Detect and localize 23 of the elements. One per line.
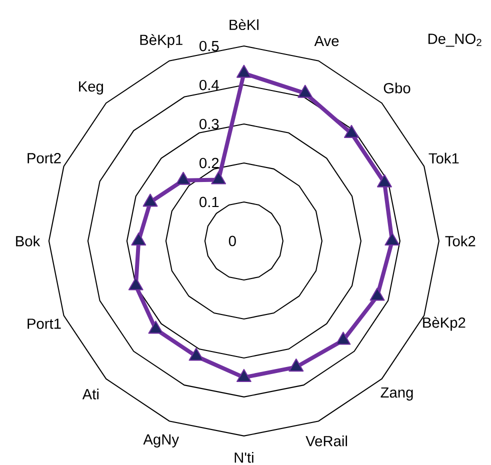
spoke-label: Tok1 xyxy=(428,152,459,164)
spoke-label: Port2 xyxy=(28,152,61,164)
y-tick-label: 0.2 xyxy=(200,158,219,168)
y-tick-label: 0.5 xyxy=(200,40,219,52)
spoke-label: BèKp2 xyxy=(423,316,466,331)
spoke-label: BèKp1 xyxy=(140,34,182,48)
spoke-label: Zang xyxy=(380,387,413,401)
spoke-label: Ati xyxy=(82,388,98,400)
y-tick-label: 0.3 xyxy=(200,118,219,130)
spoke-label: VeRail xyxy=(306,436,347,446)
spoke-label: Bok xyxy=(16,236,40,246)
y-tick-label: 0.4 xyxy=(200,80,219,90)
spoke-label: BèKl xyxy=(230,19,258,30)
spoke-label: Gbo xyxy=(384,82,410,94)
text: De_NO$_{2}$ xyxy=(428,34,482,47)
spoke-label: Tok2 xyxy=(445,236,476,246)
spoke-label: AgNy xyxy=(143,434,180,448)
spoke-label: Keg xyxy=(79,81,103,95)
y-tick-label: 0.1 xyxy=(200,196,219,208)
spoke-label: Ave xyxy=(314,36,339,46)
spoke-label: Port1 xyxy=(28,318,61,329)
y-tick-label: 0 xyxy=(228,236,236,246)
spoke-label: N'ti xyxy=(234,452,254,463)
